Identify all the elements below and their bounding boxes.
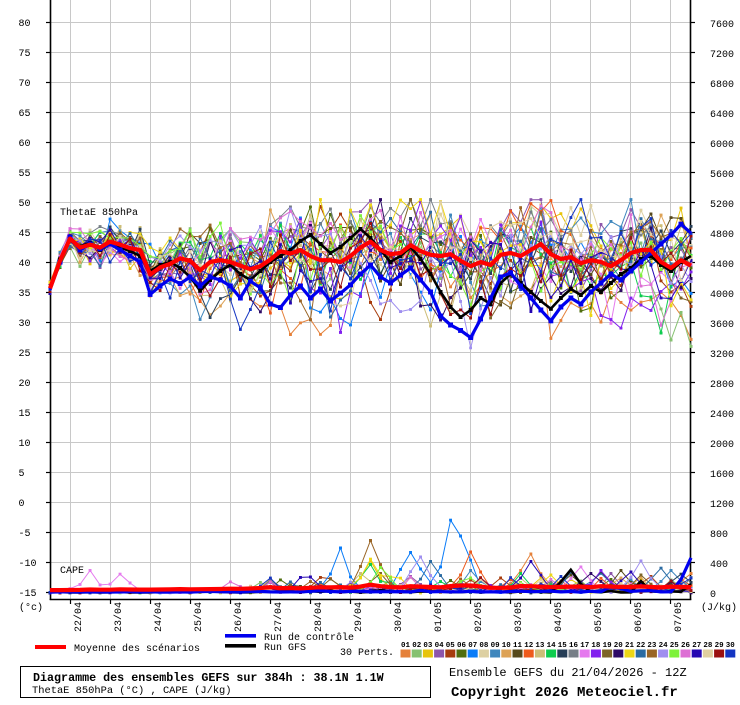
svg-text:01: 01	[401, 642, 411, 650]
svg-text:55: 55	[19, 169, 31, 180]
svg-text:70: 70	[19, 79, 31, 90]
svg-text:45: 45	[19, 229, 31, 240]
svg-text:80: 80	[19, 19, 31, 30]
svg-text:15: 15	[558, 642, 568, 650]
svg-text:(J/kg): (J/kg)	[701, 602, 737, 614]
svg-text:21: 21	[625, 642, 635, 650]
svg-text:26/04: 26/04	[233, 602, 245, 632]
svg-text:05/05: 05/05	[593, 602, 605, 632]
svg-text:07: 07	[468, 642, 477, 650]
svg-text:18: 18	[591, 642, 601, 650]
svg-text:13: 13	[535, 642, 545, 650]
svg-text:03: 03	[423, 642, 433, 650]
svg-text:24/04: 24/04	[153, 602, 165, 632]
svg-text:400: 400	[710, 560, 728, 571]
svg-text:02/05: 02/05	[473, 602, 485, 632]
svg-text:28/04: 28/04	[313, 602, 325, 632]
svg-text:09: 09	[491, 642, 501, 650]
svg-text:1600: 1600	[710, 470, 734, 481]
svg-text:11: 11	[513, 642, 523, 650]
svg-text:04: 04	[435, 642, 445, 650]
svg-text:19: 19	[603, 642, 613, 650]
svg-text:08: 08	[479, 642, 489, 650]
svg-text:30: 30	[726, 642, 736, 650]
svg-text:4800: 4800	[710, 230, 734, 241]
svg-text:75: 75	[19, 49, 31, 60]
svg-text:22: 22	[636, 642, 646, 650]
svg-text:01/05: 01/05	[433, 602, 445, 632]
svg-text:27/04: 27/04	[273, 602, 285, 632]
svg-text:2800: 2800	[710, 380, 734, 391]
svg-text:0: 0	[710, 590, 716, 601]
svg-text:3200: 3200	[710, 350, 734, 361]
svg-text:3600: 3600	[710, 320, 734, 331]
svg-text:17: 17	[580, 642, 589, 650]
svg-text:25/04: 25/04	[193, 602, 205, 632]
svg-text:4000: 4000	[710, 290, 734, 301]
svg-text:4400: 4400	[710, 260, 734, 271]
svg-text:60: 60	[19, 139, 31, 150]
svg-text:Run de contrôle: Run de contrôle	[264, 632, 354, 644]
svg-text:20: 20	[19, 379, 31, 390]
svg-text:15: 15	[19, 409, 31, 420]
svg-text:2400: 2400	[710, 410, 734, 421]
svg-text:CAPE: CAPE	[60, 566, 84, 577]
svg-text:6800: 6800	[710, 80, 734, 91]
svg-text:65: 65	[19, 109, 31, 120]
svg-text:Copyright 2026 Meteociel.fr: Copyright 2026 Meteociel.fr	[451, 685, 678, 700]
svg-text:26: 26	[681, 642, 691, 650]
svg-text:12: 12	[524, 642, 534, 650]
svg-text:50: 50	[19, 199, 31, 210]
svg-text:5200: 5200	[710, 200, 734, 211]
svg-text:7600: 7600	[710, 20, 734, 31]
svg-text:Moyenne des scénarios: Moyenne des scénarios	[74, 643, 200, 655]
svg-text:25: 25	[19, 349, 31, 360]
svg-text:29: 29	[715, 642, 725, 650]
svg-text:Diagramme des ensembles GEFS s: Diagramme des ensembles GEFS sur 384h : …	[33, 671, 385, 685]
svg-text:05: 05	[446, 642, 456, 650]
svg-text:06/05: 06/05	[633, 602, 645, 632]
svg-text:20: 20	[614, 642, 624, 650]
svg-text:Ensemble GEFS du 21/04/2026 -: Ensemble GEFS du 21/04/2026 - 12Z	[449, 666, 687, 680]
svg-text:03/05: 03/05	[513, 602, 525, 632]
svg-text:02: 02	[412, 642, 422, 650]
svg-text:30/04: 30/04	[393, 602, 405, 632]
svg-text:2000: 2000	[710, 440, 734, 451]
svg-text:7200: 7200	[710, 50, 734, 61]
svg-text:10: 10	[502, 642, 512, 650]
svg-text:-5: -5	[19, 529, 31, 540]
svg-text:6000: 6000	[710, 140, 734, 151]
svg-text:16: 16	[569, 642, 579, 650]
svg-text:10: 10	[19, 439, 31, 450]
svg-text:6400: 6400	[710, 110, 734, 121]
svg-text:30: 30	[19, 319, 31, 330]
svg-text:07/05: 07/05	[673, 602, 685, 632]
svg-text:22/04: 22/04	[73, 602, 85, 632]
svg-text:40: 40	[19, 259, 31, 270]
svg-text:30 Perts.: 30 Perts.	[340, 648, 394, 659]
svg-text:23: 23	[647, 642, 657, 650]
svg-text:14: 14	[547, 642, 557, 650]
svg-text:(°c): (°c)	[19, 602, 43, 614]
svg-text:24: 24	[659, 642, 669, 650]
svg-text:28: 28	[703, 642, 713, 650]
svg-text:0: 0	[19, 499, 25, 510]
svg-text:25: 25	[670, 642, 680, 650]
svg-text:5600: 5600	[710, 170, 734, 181]
svg-text:ThetaE 850hPa: ThetaE 850hPa	[60, 207, 138, 219]
svg-text:5: 5	[19, 469, 25, 480]
svg-text:27: 27	[692, 642, 701, 650]
svg-text:800: 800	[710, 530, 728, 541]
svg-text:1200: 1200	[710, 500, 734, 511]
svg-text:29/04: 29/04	[353, 602, 365, 632]
svg-text:ThetaE 850hPa (°C) , CAPE (J/k: ThetaE 850hPa (°C) , CAPE (J/kg)	[32, 685, 232, 697]
svg-text:-15: -15	[19, 589, 37, 600]
svg-text:23/04: 23/04	[113, 602, 125, 632]
svg-text:04/05: 04/05	[553, 602, 565, 632]
svg-text:-10: -10	[19, 559, 37, 570]
svg-text:35: 35	[19, 289, 31, 300]
svg-text:06: 06	[457, 642, 467, 650]
svg-text:Run GFS: Run GFS	[264, 643, 306, 654]
